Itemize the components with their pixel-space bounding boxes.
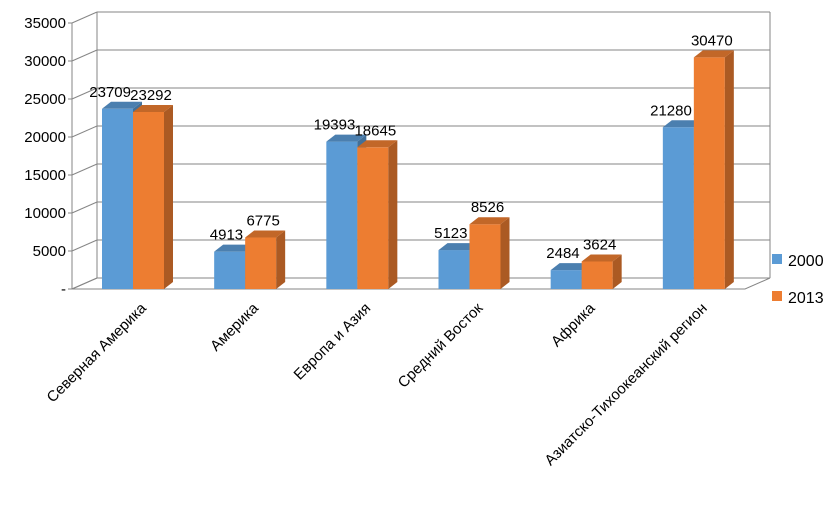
y-tick-label: 25000	[24, 91, 66, 108]
bar-2013-side	[388, 140, 398, 289]
bar-2013-side	[612, 254, 622, 289]
bar-2013-front	[693, 57, 725, 289]
y-tick-label: 15000	[24, 167, 66, 184]
bar-2013-front	[133, 111, 164, 289]
bar-2000-top	[214, 244, 255, 252]
y-tick-label: 20000	[24, 129, 66, 146]
axes	[68, 12, 771, 290]
bar-2013-top	[245, 230, 286, 238]
bar-2000-front	[326, 141, 358, 289]
category-labels: Северная Америка Америка Европа и Азия Сред…	[44, 299, 711, 469]
legend-swatch-2000	[772, 254, 782, 264]
bar-2000-top	[662, 120, 703, 128]
bar-2000-front	[214, 251, 246, 289]
data-label: 5123	[434, 225, 467, 242]
category-label: Африка	[548, 299, 599, 350]
bars	[102, 50, 734, 289]
bar-2000-front	[102, 108, 133, 289]
gridline-diagonal	[71, 11, 98, 24]
gridlines	[71, 11, 770, 290]
legend: 2000 2013	[772, 253, 824, 307]
data-label: 30470	[691, 32, 733, 49]
bar-2000-top	[550, 263, 591, 271]
y-tick-label: 35000	[24, 15, 66, 32]
category-label: Америка	[207, 299, 262, 354]
gridline-diagonal	[71, 239, 98, 252]
category-label: Северная Америка	[44, 299, 151, 406]
bar-2013-front	[245, 237, 277, 289]
data-label: 23709	[89, 84, 131, 101]
data-label: 3624	[583, 236, 616, 253]
y-tick-labels: - 5000 10000 15000 20000 25000 30000 35000	[24, 15, 66, 298]
legend-label-2013: 2013	[788, 290, 824, 307]
gridline-diagonal	[71, 163, 98, 176]
bar-2013-front	[469, 224, 501, 289]
bar-2013-top	[133, 104, 173, 112]
bar-2000-top	[438, 243, 479, 251]
data-label: 18645	[354, 122, 396, 139]
bar-2013-front	[357, 147, 389, 289]
legend-label-2000: 2000	[788, 253, 824, 270]
bar-2013-side	[724, 50, 734, 289]
bar-2013-side	[276, 230, 286, 289]
y-tick-label: -	[61, 281, 66, 298]
bar-2000-front	[550, 270, 582, 289]
gridline-diagonal	[71, 87, 98, 100]
gridline-diagonal	[71, 201, 98, 214]
data-label: 6775	[246, 213, 279, 230]
data-label: 4913	[210, 227, 243, 244]
bar-2013-top	[581, 254, 622, 262]
data-label: 8526	[471, 199, 504, 216]
bar-2000-top	[102, 101, 142, 109]
bar-2013-side	[500, 217, 510, 289]
bar-2013-top	[693, 50, 734, 58]
category-label: Средний Восток	[395, 300, 487, 392]
data-label: 2484	[546, 245, 579, 262]
data-label: 23292	[130, 87, 172, 104]
gridline-diagonal	[71, 49, 98, 62]
bar-2000-front	[438, 250, 470, 289]
data-label: 19393	[314, 117, 356, 134]
bar-2000-front	[662, 127, 694, 289]
bar-2013-side	[164, 104, 173, 289]
category-label: Европа и Азия	[291, 300, 375, 384]
bar-2013-front	[581, 261, 613, 289]
bar-2013-top	[469, 217, 510, 225]
y-tick-label: 5000	[33, 243, 66, 260]
y-tick-label: 30000	[24, 53, 66, 70]
gridline-diagonal	[71, 125, 98, 138]
data-label: 21280	[650, 102, 692, 119]
bar-2000-top	[326, 134, 367, 142]
y-tick-label: 10000	[24, 205, 66, 222]
gridline-diagonal	[71, 277, 98, 290]
legend-swatch-2013	[772, 291, 782, 301]
bar-2013-top	[357, 140, 398, 148]
